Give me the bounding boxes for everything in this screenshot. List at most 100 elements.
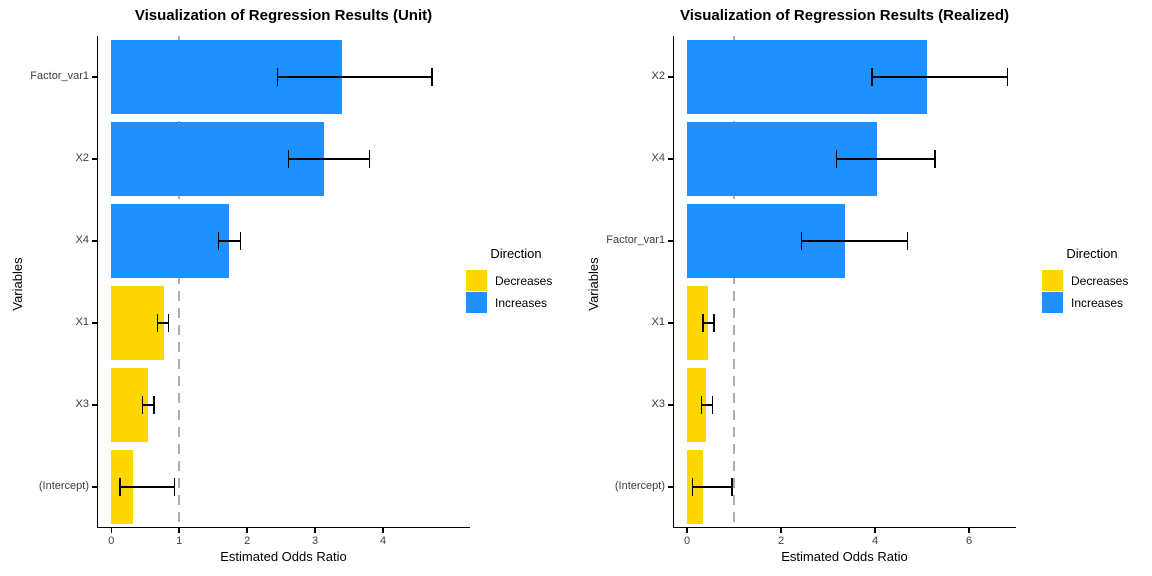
error-bar-line: [872, 76, 1008, 78]
y-tick-label: X3: [651, 398, 665, 410]
y-tick-label: X2: [651, 70, 665, 82]
chart-title: Visualization of Regression Results (Rea…: [680, 7, 1009, 24]
error-bar-line: [701, 404, 713, 406]
y-tick-mark: [92, 404, 97, 406]
error-bar-cap-low: [871, 68, 873, 86]
error-bar-line: [703, 322, 714, 324]
increases-swatch: [466, 292, 487, 313]
error-bar-cap-high: [431, 68, 433, 86]
y-tick-label: Factor_var1: [30, 70, 89, 82]
y-tick-label: (Intercept): [614, 480, 665, 492]
legend: Direction Decreases Increases: [1042, 246, 1142, 314]
bar-X4: [111, 204, 229, 278]
y-tick-label: X4: [651, 152, 665, 164]
y-tick-label: X1: [651, 316, 665, 328]
legend-item-decreases: Decreases: [1042, 270, 1142, 291]
error-bar-cap-low: [276, 68, 279, 86]
error-bar-cap-high: [153, 396, 155, 414]
error-bar-line: [157, 322, 169, 324]
error-bar-line: [288, 158, 370, 160]
reference-line: [178, 36, 181, 528]
legend-item-label: Increases: [495, 295, 548, 310]
chart-title: Visualization of Regression Results (Uni…: [134, 7, 433, 24]
x-axis-label: Estimated Odds Ratio: [781, 549, 908, 564]
x-tick-mark: [780, 528, 782, 533]
legend-title: Direction: [1066, 246, 1118, 261]
x-tick-mark: [178, 528, 180, 533]
error-bar-cap-high: [711, 396, 714, 414]
chart-unit: Visualization of Regression Results (Uni…: [10, 7, 566, 564]
y-tick-mark: [668, 76, 673, 78]
increases-swatch: [1042, 292, 1063, 313]
x-tick-label: 1: [176, 535, 183, 547]
y-tick-mark: [668, 158, 673, 160]
x-tick-label: 3: [312, 535, 319, 547]
chart-realized: Visualization of Regression Results (Rea…: [576, 0, 1152, 576]
x-tick-label: 6: [965, 535, 973, 547]
y-tick-label: X2: [75, 152, 89, 164]
error-bar-cap-low: [691, 478, 693, 496]
legend-item-label: Decreases: [1071, 273, 1129, 288]
legend-item-increases: Increases: [466, 292, 566, 313]
error-bar-cap-low: [156, 314, 159, 332]
y-tick-mark: [92, 240, 97, 242]
y-tick-mark: [668, 240, 673, 242]
y-tick-mark: [668, 486, 673, 488]
error-bar-cap-high: [173, 478, 176, 496]
x-tick-label: 0: [684, 535, 691, 547]
error-bar-cap-low: [217, 232, 220, 250]
error-bar-cap-low: [800, 232, 803, 250]
error-bar-line: [801, 240, 908, 242]
plot-panel: [97, 36, 470, 528]
error-bar-cap-high: [906, 232, 909, 250]
error-bar-line: [218, 240, 241, 242]
decreases-swatch: [1042, 270, 1063, 291]
bar-X1: [111, 286, 165, 360]
x-tick-label: 4: [871, 535, 879, 547]
legend-title: Direction: [490, 246, 542, 261]
x-tick-label: 2: [244, 535, 251, 547]
y-tick-mark: [668, 322, 673, 324]
error-bar-cap-high: [731, 478, 733, 496]
y-tick-mark: [92, 322, 97, 324]
reference-line: [733, 36, 736, 528]
y-tick-mark: [92, 158, 97, 160]
legend-item-decreases: Decreases: [466, 270, 566, 291]
y-tick-mark: [668, 404, 673, 406]
error-bar-cap-high: [934, 150, 936, 168]
error-bar-cap-low: [119, 478, 121, 496]
error-bar-line: [836, 158, 936, 160]
plot-panel: [673, 36, 1016, 528]
legend-item-label: Increases: [1071, 295, 1124, 310]
error-bar-cap-high: [239, 232, 242, 250]
y-tick-label: Factor_var1: [606, 234, 665, 246]
legend: Direction Decreases Increases: [466, 246, 566, 314]
x-tick-label: 0: [108, 535, 115, 547]
legend-item-label: Decreases: [495, 273, 553, 288]
error-bar-cap-low: [287, 150, 290, 168]
x-tick-label: 2: [778, 535, 785, 547]
y-tick-label: X1: [75, 316, 89, 328]
x-axis-label: Estimated Odds Ratio: [220, 549, 347, 564]
x-tick-label: 4: [379, 535, 387, 547]
y-tick-label: (Intercept): [38, 480, 89, 492]
error-bar-line: [277, 76, 432, 78]
error-bar-cap-high: [713, 314, 715, 332]
x-tick-mark: [314, 528, 316, 533]
error-bar-cap-low: [700, 396, 703, 414]
y-tick-mark: [92, 76, 97, 78]
error-bar-cap-high: [1006, 68, 1009, 86]
error-bar-cap-low: [835, 150, 838, 168]
y-tick-mark: [92, 486, 97, 488]
bar-X1: [687, 286, 709, 360]
error-bar-line: [120, 486, 175, 488]
y-tick-label: X4: [75, 234, 89, 246]
x-tick-mark: [382, 528, 384, 533]
x-tick-mark: [246, 528, 248, 533]
error-bar-cap-low: [141, 396, 144, 414]
error-bar-line: [692, 486, 733, 488]
error-bar-cap-low: [702, 314, 704, 332]
legend-item-increases: Increases: [1042, 292, 1142, 313]
error-bar-cap-high: [167, 314, 170, 332]
